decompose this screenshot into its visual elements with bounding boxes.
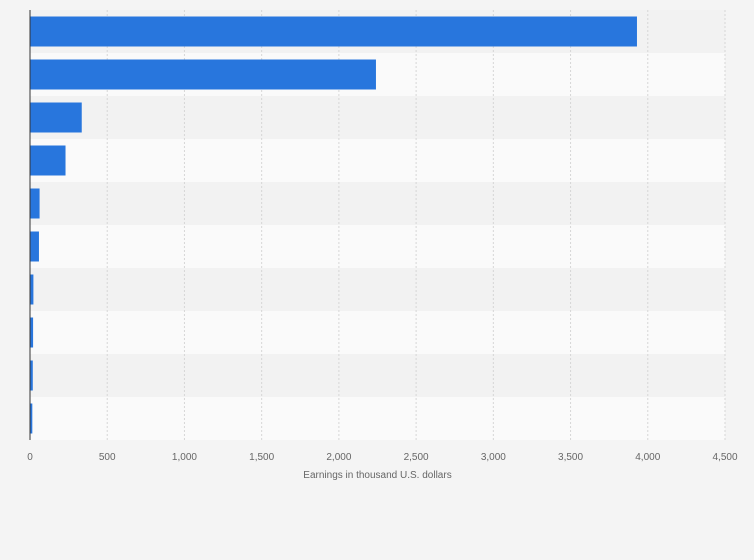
row-bands xyxy=(30,10,725,440)
row-band xyxy=(30,139,725,182)
x-axis-title: Earnings in thousand U.S. dollars xyxy=(303,470,451,481)
bars xyxy=(30,16,637,434)
bar xyxy=(30,102,82,133)
x-tick-label: 1,500 xyxy=(249,452,274,463)
bar xyxy=(30,403,33,434)
row-band xyxy=(30,311,725,354)
bar xyxy=(30,317,34,348)
bar xyxy=(30,188,40,219)
row-band xyxy=(30,354,725,397)
x-tick-label: 3,500 xyxy=(558,452,583,463)
bar xyxy=(30,360,33,391)
row-band xyxy=(30,268,725,311)
x-tick-label: 500 xyxy=(99,452,116,463)
row-band xyxy=(30,225,725,268)
row-band xyxy=(30,182,725,225)
bar xyxy=(30,16,637,47)
x-tick-label: 2,000 xyxy=(326,452,351,463)
x-tick-label: 4,000 xyxy=(635,452,660,463)
row-band xyxy=(30,397,725,440)
bar xyxy=(30,145,66,176)
x-tick-label: 3,000 xyxy=(481,452,506,463)
x-tick-label: 2,500 xyxy=(404,452,429,463)
x-tick-label: 4,500 xyxy=(712,452,737,463)
bar xyxy=(30,274,34,305)
x-tick-labels: 0 500 1,000 1,500 2,000 2,500 3,000 3,500 4,000 4… xyxy=(27,452,738,463)
bar xyxy=(30,231,39,262)
x-tick-label: 0 xyxy=(27,452,33,463)
bar xyxy=(30,59,376,90)
x-tick-label: 1,000 xyxy=(172,452,197,463)
row-band xyxy=(30,96,725,139)
